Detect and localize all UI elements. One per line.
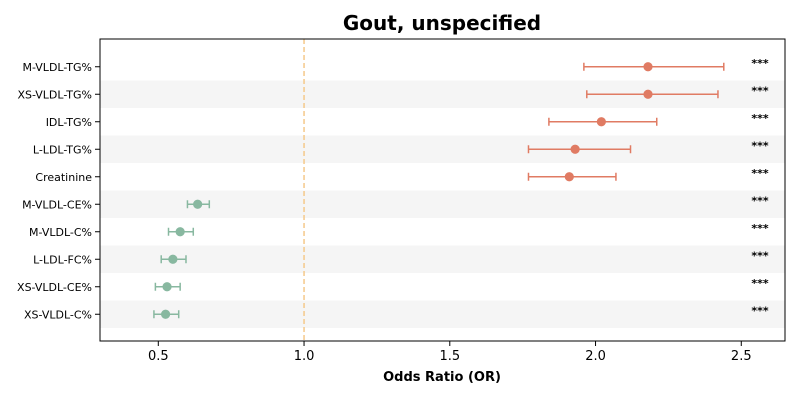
or-point — [564, 172, 574, 182]
y-tick-label: XS-VLDL-CE% — [17, 281, 92, 294]
significance-label: *** — [751, 304, 769, 317]
y-tick-label: L-LDL-TG% — [33, 143, 92, 156]
significance-label: *** — [751, 57, 769, 70]
or-point — [162, 282, 172, 292]
x-tick-label: 0.5 — [148, 349, 169, 364]
row-bands — [100, 80, 785, 328]
y-tick-label: Creatinine — [35, 171, 92, 184]
marks-group — [153, 62, 725, 319]
y-tick-label: M-VLDL-TG% — [22, 61, 92, 74]
or-point — [175, 227, 185, 237]
x-axis-label: Odds Ratio (OR) — [383, 370, 501, 385]
significance-label: *** — [751, 277, 769, 290]
x-tick-label: 1.5 — [439, 349, 460, 364]
x-axis: 0.5 1.0 1.5 2.0 2.5 — [148, 341, 752, 364]
or-point — [596, 117, 606, 127]
significance-label: *** — [751, 167, 769, 180]
y-tick-label: M-VLDL-CE% — [22, 198, 92, 211]
or-point — [570, 144, 580, 154]
x-tick-label: 2.5 — [731, 349, 752, 364]
y-tick-label: L-LDL-FC% — [33, 253, 92, 266]
or-point — [643, 89, 653, 99]
y-tick-label: XS-VLDL-TG% — [17, 88, 92, 101]
x-tick-label: 2.0 — [585, 349, 606, 364]
y-tick-label: IDL-TG% — [46, 116, 92, 129]
or-point — [643, 62, 653, 72]
significance-label: *** — [751, 249, 769, 262]
row-band — [100, 245, 785, 273]
chart-title: Gout, unspecified — [343, 11, 541, 35]
significance-label: *** — [751, 84, 769, 97]
y-tick-label: M-VLDL-C% — [29, 226, 92, 239]
plot-frame — [99, 38, 786, 342]
significance-label: *** — [751, 139, 769, 152]
or-point — [193, 199, 203, 209]
or-point — [168, 254, 178, 264]
or-point — [160, 309, 171, 319]
y-tick-label: XS-VLDL-C% — [24, 308, 92, 321]
y-axis: M-VLDL-TG% XS-VLDL-TG% IDL-TG% L-LDL-TG% Cre… — [17, 61, 100, 321]
significance-label: *** — [751, 222, 769, 235]
significance-label: *** — [751, 112, 769, 125]
row-band — [100, 135, 785, 163]
x-tick-label: 1.0 — [294, 349, 315, 364]
row-band — [100, 190, 785, 218]
significance-label: *** — [751, 194, 769, 207]
row-band — [100, 300, 785, 328]
significance-labels: *** *** *** *** *** *** *** *** *** *** — [751, 57, 769, 318]
